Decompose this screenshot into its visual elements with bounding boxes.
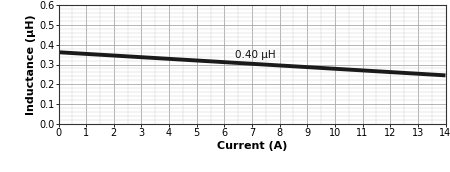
Text: 0.40 μH: 0.40 μH — [235, 50, 276, 60]
Y-axis label: Inductance (μH): Inductance (μH) — [26, 14, 36, 115]
X-axis label: Current (A): Current (A) — [217, 141, 287, 151]
